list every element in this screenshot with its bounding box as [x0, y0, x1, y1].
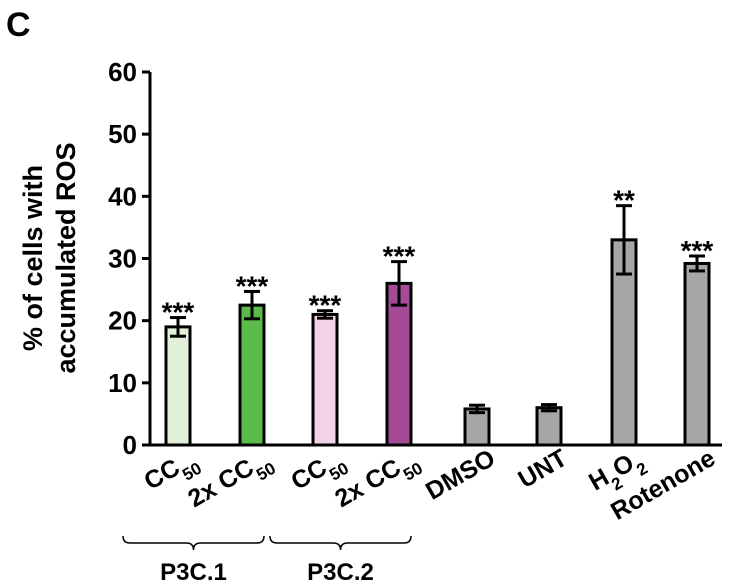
y-axis-title: % of cells with accumulated ROS — [18, 142, 81, 373]
y-tick-label: 60 — [108, 57, 137, 87]
y-tick-label: 50 — [108, 119, 137, 149]
bar — [164, 325, 192, 447]
group-brace — [122, 535, 265, 551]
y-tick-label: 20 — [108, 306, 137, 336]
y-axis-title-line2: accumulated ROS — [51, 142, 81, 373]
y-axis-title-line1: % of cells with — [18, 165, 48, 351]
significance-label: *** — [681, 235, 714, 266]
x-category-label: UNT — [513, 444, 572, 494]
bar — [535, 406, 563, 447]
significance-label: ** — [613, 185, 635, 216]
x-category-label: 2x CC50 — [330, 444, 426, 520]
significance-label: *** — [236, 270, 269, 301]
group-label: P3C.2 — [307, 559, 374, 586]
significance-label: *** — [162, 297, 195, 328]
y-tick-label: 40 — [108, 181, 137, 211]
bar — [311, 312, 339, 447]
group-label: P3C.1 — [160, 559, 227, 586]
bar — [683, 261, 711, 447]
bar — [238, 303, 266, 447]
significance-label: *** — [383, 241, 416, 272]
y-tick-label: 0 — [123, 430, 137, 460]
bar — [385, 281, 413, 447]
bar — [463, 407, 491, 447]
panel-letter: C — [6, 6, 31, 44]
significance-label: *** — [309, 290, 342, 321]
x-category-label: 2x CC50 — [183, 444, 279, 520]
y-tick-label: 30 — [108, 244, 137, 274]
y-tick-label: 10 — [108, 368, 137, 398]
group-brace — [269, 535, 412, 551]
x-category-label: DMSO — [421, 444, 500, 506]
